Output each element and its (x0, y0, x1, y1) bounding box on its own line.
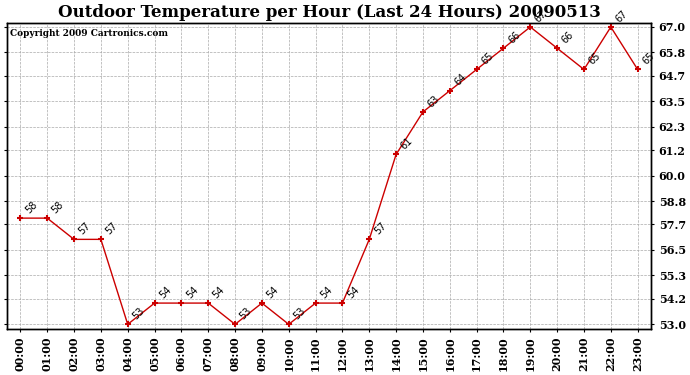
Text: 64: 64 (453, 72, 469, 88)
Text: 65: 65 (640, 51, 656, 67)
Text: 54: 54 (157, 285, 173, 300)
Title: Outdoor Temperature per Hour (Last 24 Hours) 20090513: Outdoor Temperature per Hour (Last 24 Ho… (57, 4, 600, 21)
Text: 54: 54 (345, 285, 361, 300)
Text: 57: 57 (77, 220, 92, 237)
Text: 54: 54 (318, 285, 334, 300)
Text: Copyright 2009 Cartronics.com: Copyright 2009 Cartronics.com (10, 29, 168, 38)
Text: 57: 57 (372, 220, 388, 237)
Text: 57: 57 (104, 220, 119, 237)
Text: 58: 58 (50, 200, 66, 215)
Text: 54: 54 (211, 285, 227, 300)
Text: 53: 53 (292, 306, 307, 321)
Text: 54: 54 (184, 285, 200, 300)
Text: 65: 65 (586, 51, 602, 67)
Text: 63: 63 (426, 93, 442, 109)
Text: 66: 66 (560, 30, 575, 45)
Text: 65: 65 (480, 51, 495, 67)
Text: 61: 61 (399, 136, 415, 152)
Text: 67: 67 (613, 8, 629, 24)
Text: 53: 53 (130, 306, 146, 321)
Text: 54: 54 (265, 285, 281, 300)
Text: 67: 67 (533, 8, 549, 24)
Text: 53: 53 (238, 306, 254, 321)
Text: 58: 58 (23, 200, 39, 215)
Text: 66: 66 (506, 30, 522, 45)
